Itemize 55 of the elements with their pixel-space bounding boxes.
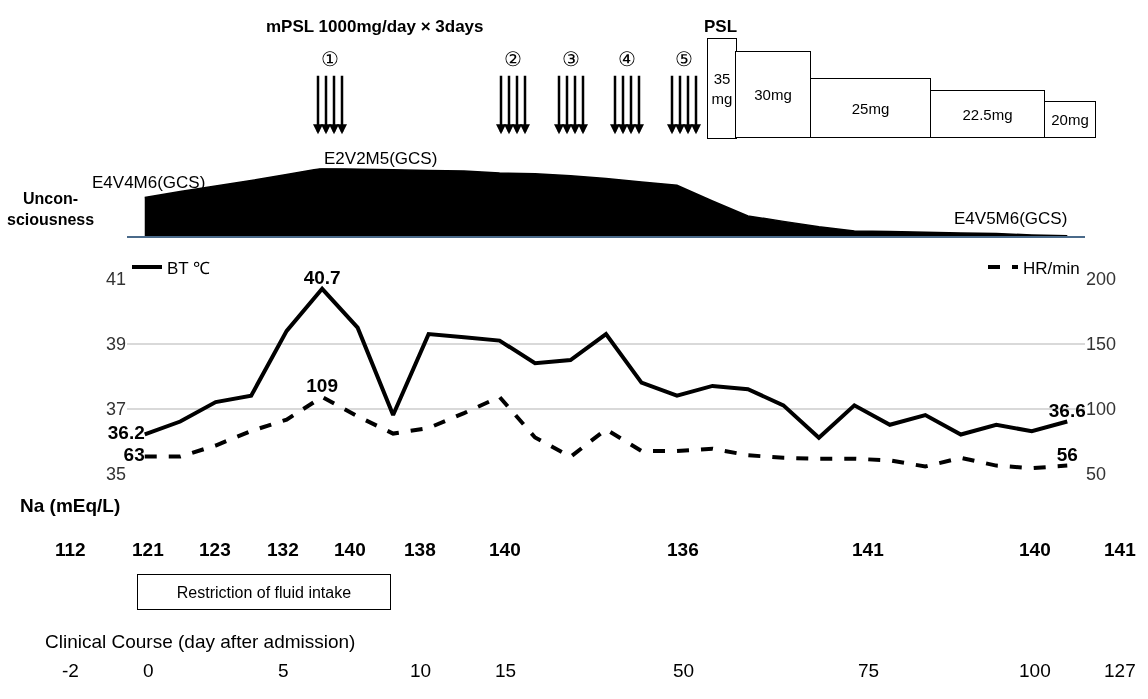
text: 30mg [754,86,792,103]
data-label: 36.2 [107,422,145,444]
text: 10 [410,660,432,681]
text: 0 [143,660,154,681]
text: 132 [267,539,299,560]
text: 141 [852,539,885,560]
text: 50 [673,660,695,681]
text: -2 [62,660,79,681]
text: Restriction of fluid intake [176,583,352,601]
y2-tick-label: 200 [1086,269,1117,290]
legend-label: BT ℃ [167,258,211,278]
y2-tick-label: 150 [1086,334,1117,355]
text: 112 [55,539,86,560]
y2-tick-label: 50 [1086,463,1107,484]
text: 5 [278,660,289,681]
y-tick-label: 35 [105,463,126,484]
text: 121 [132,539,165,560]
data-label: 36.6 [1048,399,1086,421]
text: 20mg [1051,111,1089,128]
data-label: 40.7 [303,267,341,289]
text: ⑤ [675,48,693,70]
text: 22.5mg [962,105,1013,123]
annotation: E4V5M6(GCS) [954,209,1068,228]
text: 127 [1104,660,1136,681]
text: Clinical Course (day after admission) [45,631,356,652]
legend-label: HR/min [1023,258,1080,278]
text: 138 [404,539,436,560]
y-tick-label: 39 [105,334,126,355]
annotation: E4V4M6(GCS) [92,173,206,192]
text: ③ [562,48,580,70]
text: ① [321,48,339,70]
data-label: 109 [306,375,338,397]
y-tick-label: 41 [105,269,126,290]
text: 136 [667,539,699,560]
text: 123 [199,539,231,560]
text: PSL [704,17,738,36]
text: ② [504,48,522,70]
text: 15 [495,660,517,681]
text: 75 [858,660,880,681]
y-tick-label: 37 [105,398,126,419]
text: Uncon- sciousness [7,190,95,228]
y2-tick-label: 100 [1086,398,1117,419]
text: 141 [1104,539,1137,560]
text: 140 [489,539,521,560]
text: 25mg [851,99,890,117]
text: 140 [334,539,366,560]
data-label: 56 [1056,443,1078,465]
data-label: 63 [123,444,145,466]
text: mPSL 1000mg/day × 3days [266,17,484,36]
text: E2V2M5(GCS) [324,149,438,168]
text: 35 mg [711,70,733,107]
text: Na (mEq/L) [20,495,121,516]
text: 140 [1019,539,1051,560]
text: 100 [1019,660,1051,681]
text: ④ [618,48,636,70]
